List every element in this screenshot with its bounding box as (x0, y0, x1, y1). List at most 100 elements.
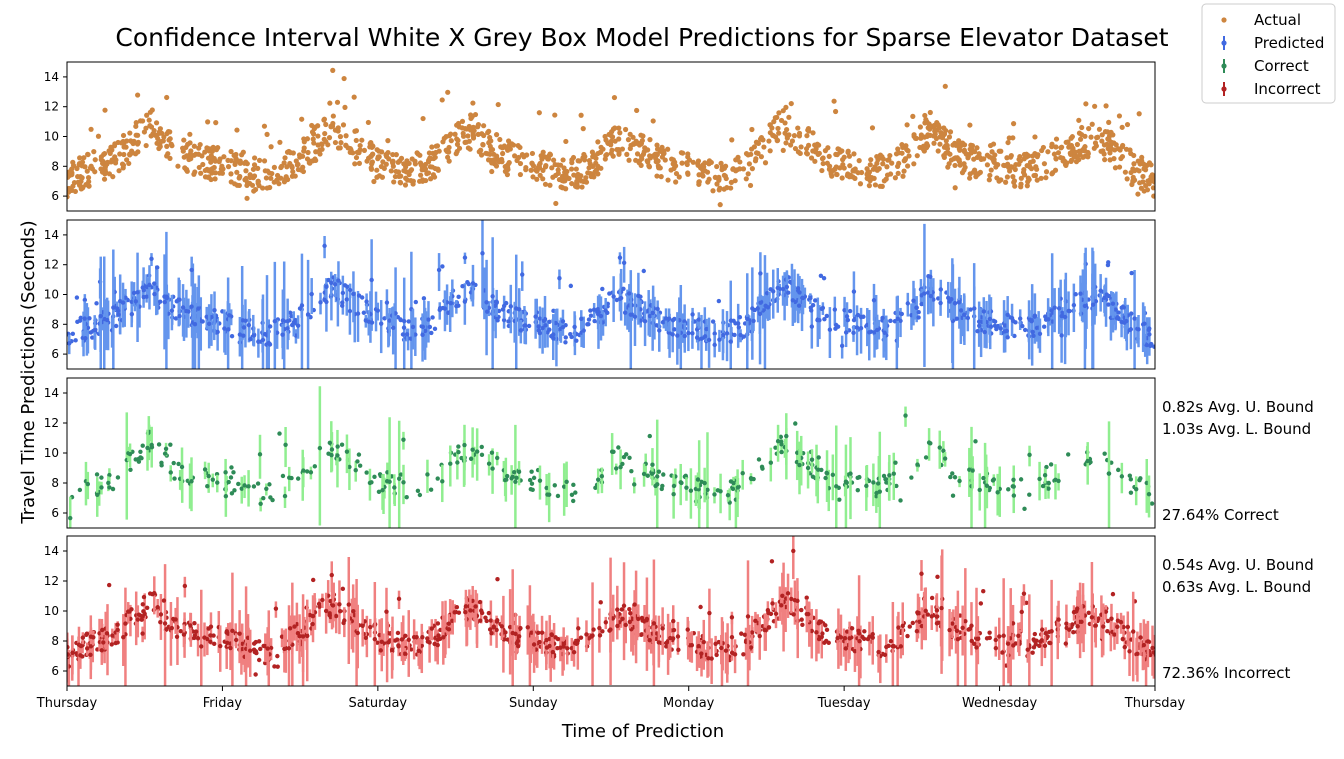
data-point (390, 151, 396, 158)
data-point (579, 184, 585, 190)
data-point (486, 461, 492, 466)
x-tick-label: Wednesday (962, 696, 1038, 711)
data-point (112, 154, 118, 160)
data-point (959, 170, 966, 176)
data-point (569, 180, 575, 187)
data-point (218, 643, 223, 649)
data-point (267, 324, 273, 329)
data-point (318, 300, 323, 305)
data-point (560, 319, 566, 324)
data-point (581, 328, 586, 333)
data-point (993, 645, 999, 651)
data-point (401, 480, 406, 485)
data-point (446, 621, 452, 626)
data-point (792, 145, 799, 152)
data-point (337, 602, 342, 607)
data-point (326, 135, 333, 141)
data-point (598, 165, 604, 171)
data-point (845, 629, 850, 634)
data-point (369, 159, 376, 165)
data-point (636, 616, 641, 622)
data-point (773, 445, 778, 450)
data-point (568, 283, 574, 289)
data-point (857, 638, 862, 644)
data-point (796, 133, 803, 139)
data-point (455, 137, 461, 143)
data-point (892, 319, 898, 324)
data-point (456, 610, 462, 615)
data-point (81, 155, 87, 161)
data-point (775, 285, 780, 291)
data-point (251, 173, 258, 179)
data-point (737, 314, 743, 320)
data-point (440, 479, 445, 484)
data-point (475, 122, 482, 128)
data-point (342, 104, 348, 110)
data-point (126, 609, 131, 614)
data-point (842, 307, 847, 313)
data-point (906, 153, 912, 159)
data-point (135, 290, 140, 295)
data-point (1112, 165, 1119, 171)
data-point (286, 646, 292, 651)
data-point (740, 470, 745, 476)
data-point (481, 132, 487, 139)
data-point (871, 298, 877, 303)
data-point (417, 178, 423, 184)
data-point (1019, 609, 1024, 615)
data-point (907, 624, 912, 629)
data-point (445, 154, 451, 160)
data-point (800, 622, 805, 628)
data-point (514, 475, 519, 481)
data-point (480, 251, 485, 256)
data-point (499, 159, 505, 165)
data-point (763, 303, 768, 309)
data-point (719, 167, 725, 173)
data-point (785, 591, 791, 596)
data-point (283, 174, 289, 180)
data-point (1011, 493, 1017, 498)
data-point (1064, 621, 1069, 626)
data-point (1077, 136, 1084, 142)
data-point (440, 305, 446, 311)
data-point (710, 319, 716, 324)
data-point (676, 647, 681, 653)
data-point (978, 601, 984, 606)
data-point (514, 306, 519, 311)
data-point (146, 117, 152, 123)
data-point (78, 643, 84, 649)
data-point (856, 158, 862, 164)
data-point (277, 431, 282, 436)
data-point (335, 444, 340, 449)
data-point (228, 148, 234, 155)
data-point (632, 602, 637, 607)
data-point (468, 456, 474, 461)
data-point (456, 449, 461, 455)
data-point (563, 138, 569, 145)
data-point (614, 466, 619, 471)
data-point (746, 161, 752, 167)
data-point (919, 623, 924, 629)
data-point (654, 142, 660, 148)
data-point (956, 138, 962, 144)
data-point (330, 67, 336, 73)
data-point (718, 160, 724, 166)
data-point (923, 117, 929, 123)
data-point (647, 313, 653, 319)
data-point (917, 124, 923, 130)
data-point (749, 630, 755, 635)
data-point (868, 157, 874, 163)
data-point (474, 449, 480, 454)
data-point (919, 301, 924, 307)
data-point (1012, 333, 1017, 339)
data-point (1118, 619, 1124, 625)
data-point (104, 631, 110, 636)
data-point (1127, 649, 1132, 654)
data-point (539, 630, 545, 635)
data-point (988, 324, 994, 329)
data-point (804, 595, 809, 600)
data-point (993, 164, 999, 170)
data-point (540, 149, 546, 155)
data-point (899, 311, 904, 317)
